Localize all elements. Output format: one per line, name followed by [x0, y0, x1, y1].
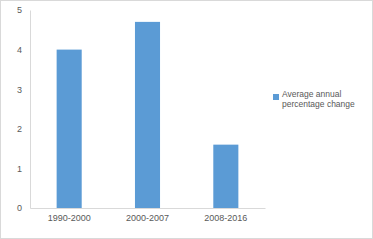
y-tick-label: 5: [17, 5, 22, 15]
x-tick: 2000-2007: [126, 208, 169, 223]
y-tick-label: 4: [17, 45, 22, 55]
y-tick-label: 1: [17, 164, 22, 174]
x-tick-label: 2000-2007: [126, 213, 169, 223]
y-tick-label: 2: [17, 124, 22, 134]
x-axis-line: [31, 208, 266, 209]
x-axis: 1990-2000 2000-2007 2008-2016: [31, 208, 266, 223]
y-tick-label: 0: [17, 203, 22, 213]
legend-label: Average annual percentage change: [282, 89, 355, 109]
y-axis-line: [30, 11, 31, 209]
legend-swatch: [273, 94, 279, 100]
y-tick: 5: [17, 5, 30, 15]
x-tick: 1990-2000: [48, 208, 91, 223]
chart-frame: [1, 1, 373, 239]
y-axis: 0 1 2 3 4 5: [17, 5, 31, 213]
bar: [135, 22, 160, 208]
bar: [57, 50, 82, 208]
y-tick: 2: [17, 124, 30, 134]
y-tick: 1: [17, 164, 30, 174]
x-tick-label: 1990-2000: [48, 213, 91, 223]
x-tick-label: 2008-2016: [204, 213, 247, 223]
y-tick: 4: [17, 45, 30, 55]
legend: Average annual percentage change: [273, 89, 355, 109]
y-tick: 3: [17, 85, 30, 95]
y-tick: 0: [17, 203, 30, 213]
y-tick-label: 3: [17, 85, 22, 95]
plot: 0 1 2 3 4 5 1990-2000 2000-2007 2008-2016: [17, 5, 266, 223]
x-tick: 2008-2016: [204, 208, 247, 223]
bars: [57, 22, 239, 208]
chart: 0 1 2 3 4 5 1990-2000 2000-2007 2008-2016 Average…: [0, 0, 373, 239]
bar: [213, 145, 238, 208]
